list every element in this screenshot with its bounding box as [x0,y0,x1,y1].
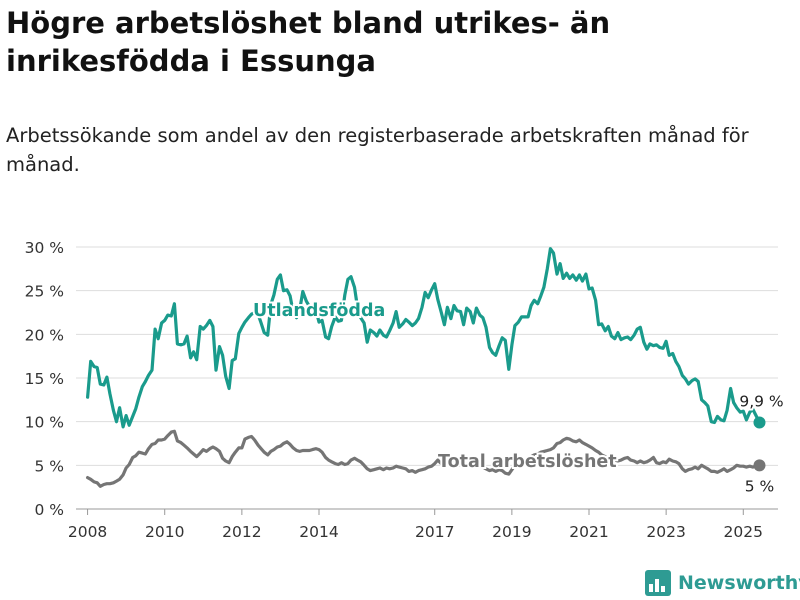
y-tick-label: 5 % [34,457,64,475]
chart-subtitle: Arbetssökande som andel av den registerb… [6,124,749,176]
y-tick-label: 0 % [34,501,64,519]
y-tick-label: 10 % [25,414,64,432]
y-tick-label: 15 % [25,370,64,388]
x-tick-label: 2008 [68,523,107,541]
end-label-total: 5 % [745,477,775,495]
x-tick-label: 2012 [222,523,261,541]
chart-title: Högre arbetslöshet bland utrikes- än inr… [6,6,611,78]
series-line-utlandsfodda [86,247,762,429]
y-tick-label: 30 % [25,239,64,257]
series-line-total [86,429,762,488]
newsworthy-logo: Newsworthy [645,566,800,600]
x-tick-label: 2023 [646,523,685,541]
brand-name: Newsworthy [678,572,800,594]
x-tick-label: 2017 [415,523,454,541]
x-tick-label: 2014 [299,523,338,541]
x-tick-label: 2021 [569,523,608,541]
end-point-total [753,459,766,472]
end-label-utlandsfodda: 9,9 % [739,393,783,411]
y-tick-label: 25 % [25,283,64,301]
x-tick-label: 2019 [492,523,531,541]
x-tick-label: 2025 [724,523,763,541]
y-tick-label: 20 % [25,326,64,344]
series-label-utlandsfodda: Utlandsfödda [253,301,385,321]
x-tick-label: 2010 [145,523,184,541]
bar-chart-icon [645,570,671,596]
series-label-total: Total arbetslöshet [438,452,617,472]
end-point-utlandsfodda [753,416,766,429]
